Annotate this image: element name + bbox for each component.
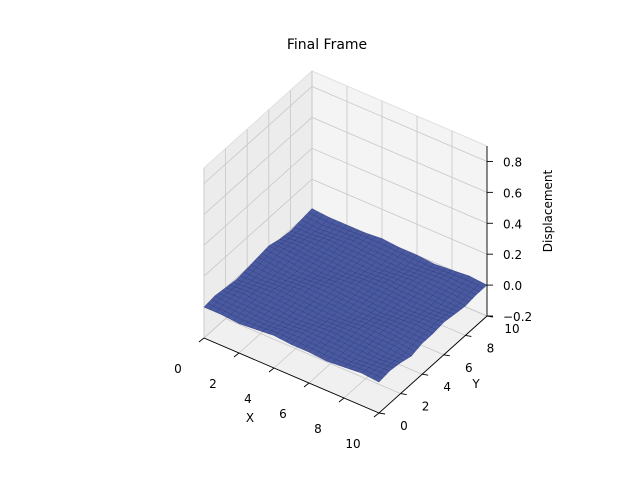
x-tick-1 xyxy=(233,352,240,358)
x-axis-line xyxy=(203,337,380,414)
y-tick-label-3: 6 xyxy=(465,361,473,375)
z-gridline-2 xyxy=(203,178,488,277)
x-tick-label-5: 10 xyxy=(345,437,360,451)
x-tick-0 xyxy=(198,337,205,343)
x-tick-label-3: 6 xyxy=(279,407,287,421)
y-tick-3 xyxy=(443,354,450,357)
x-tick-label-1: 2 xyxy=(209,377,217,391)
y-axis-line xyxy=(378,315,488,414)
z-tick-label-0: −0.2 xyxy=(503,310,532,324)
y-tick-4 xyxy=(465,334,472,337)
y-tick-2 xyxy=(422,373,429,376)
y-tick-label-0: 0 xyxy=(400,419,408,433)
x-tick-2 xyxy=(268,367,275,373)
y-tick-0 xyxy=(378,412,386,415)
z-tick-label-1: 0.0 xyxy=(503,279,522,293)
x-tick-label-4: 8 xyxy=(314,422,322,436)
z-gridline-4 xyxy=(203,116,488,215)
x-tick-label-0: 0 xyxy=(174,362,182,376)
y-tick-label-1: 2 xyxy=(422,400,430,414)
y-tick-label-4: 8 xyxy=(487,341,495,355)
z-gridline-5 xyxy=(203,86,488,184)
y-tick-label-2: 4 xyxy=(443,380,451,394)
z-gridline-3 xyxy=(203,147,488,246)
chart-title: Final Frame xyxy=(287,37,367,53)
x-tick-4 xyxy=(338,397,345,403)
surface-facet xyxy=(372,375,383,383)
x-tick-5 xyxy=(373,412,380,418)
x-tick-3 xyxy=(303,382,310,388)
z-axis-label: Displacement xyxy=(541,169,555,252)
x-axis-label: X xyxy=(246,411,254,425)
z-tick-label-5: 0.8 xyxy=(503,155,522,169)
y-tick-1 xyxy=(400,393,407,396)
surface-mesh xyxy=(203,208,488,383)
axis-lines xyxy=(203,146,488,414)
z-tick-label-3: 0.4 xyxy=(503,217,522,231)
z-tick-label-2: 0.2 xyxy=(503,248,522,262)
z-tick-label-4: 0.6 xyxy=(503,186,522,200)
x-tick-label-2: 4 xyxy=(244,392,252,406)
y-axis-label: Y xyxy=(471,377,480,391)
y-tick-label-5: 10 xyxy=(504,322,519,336)
